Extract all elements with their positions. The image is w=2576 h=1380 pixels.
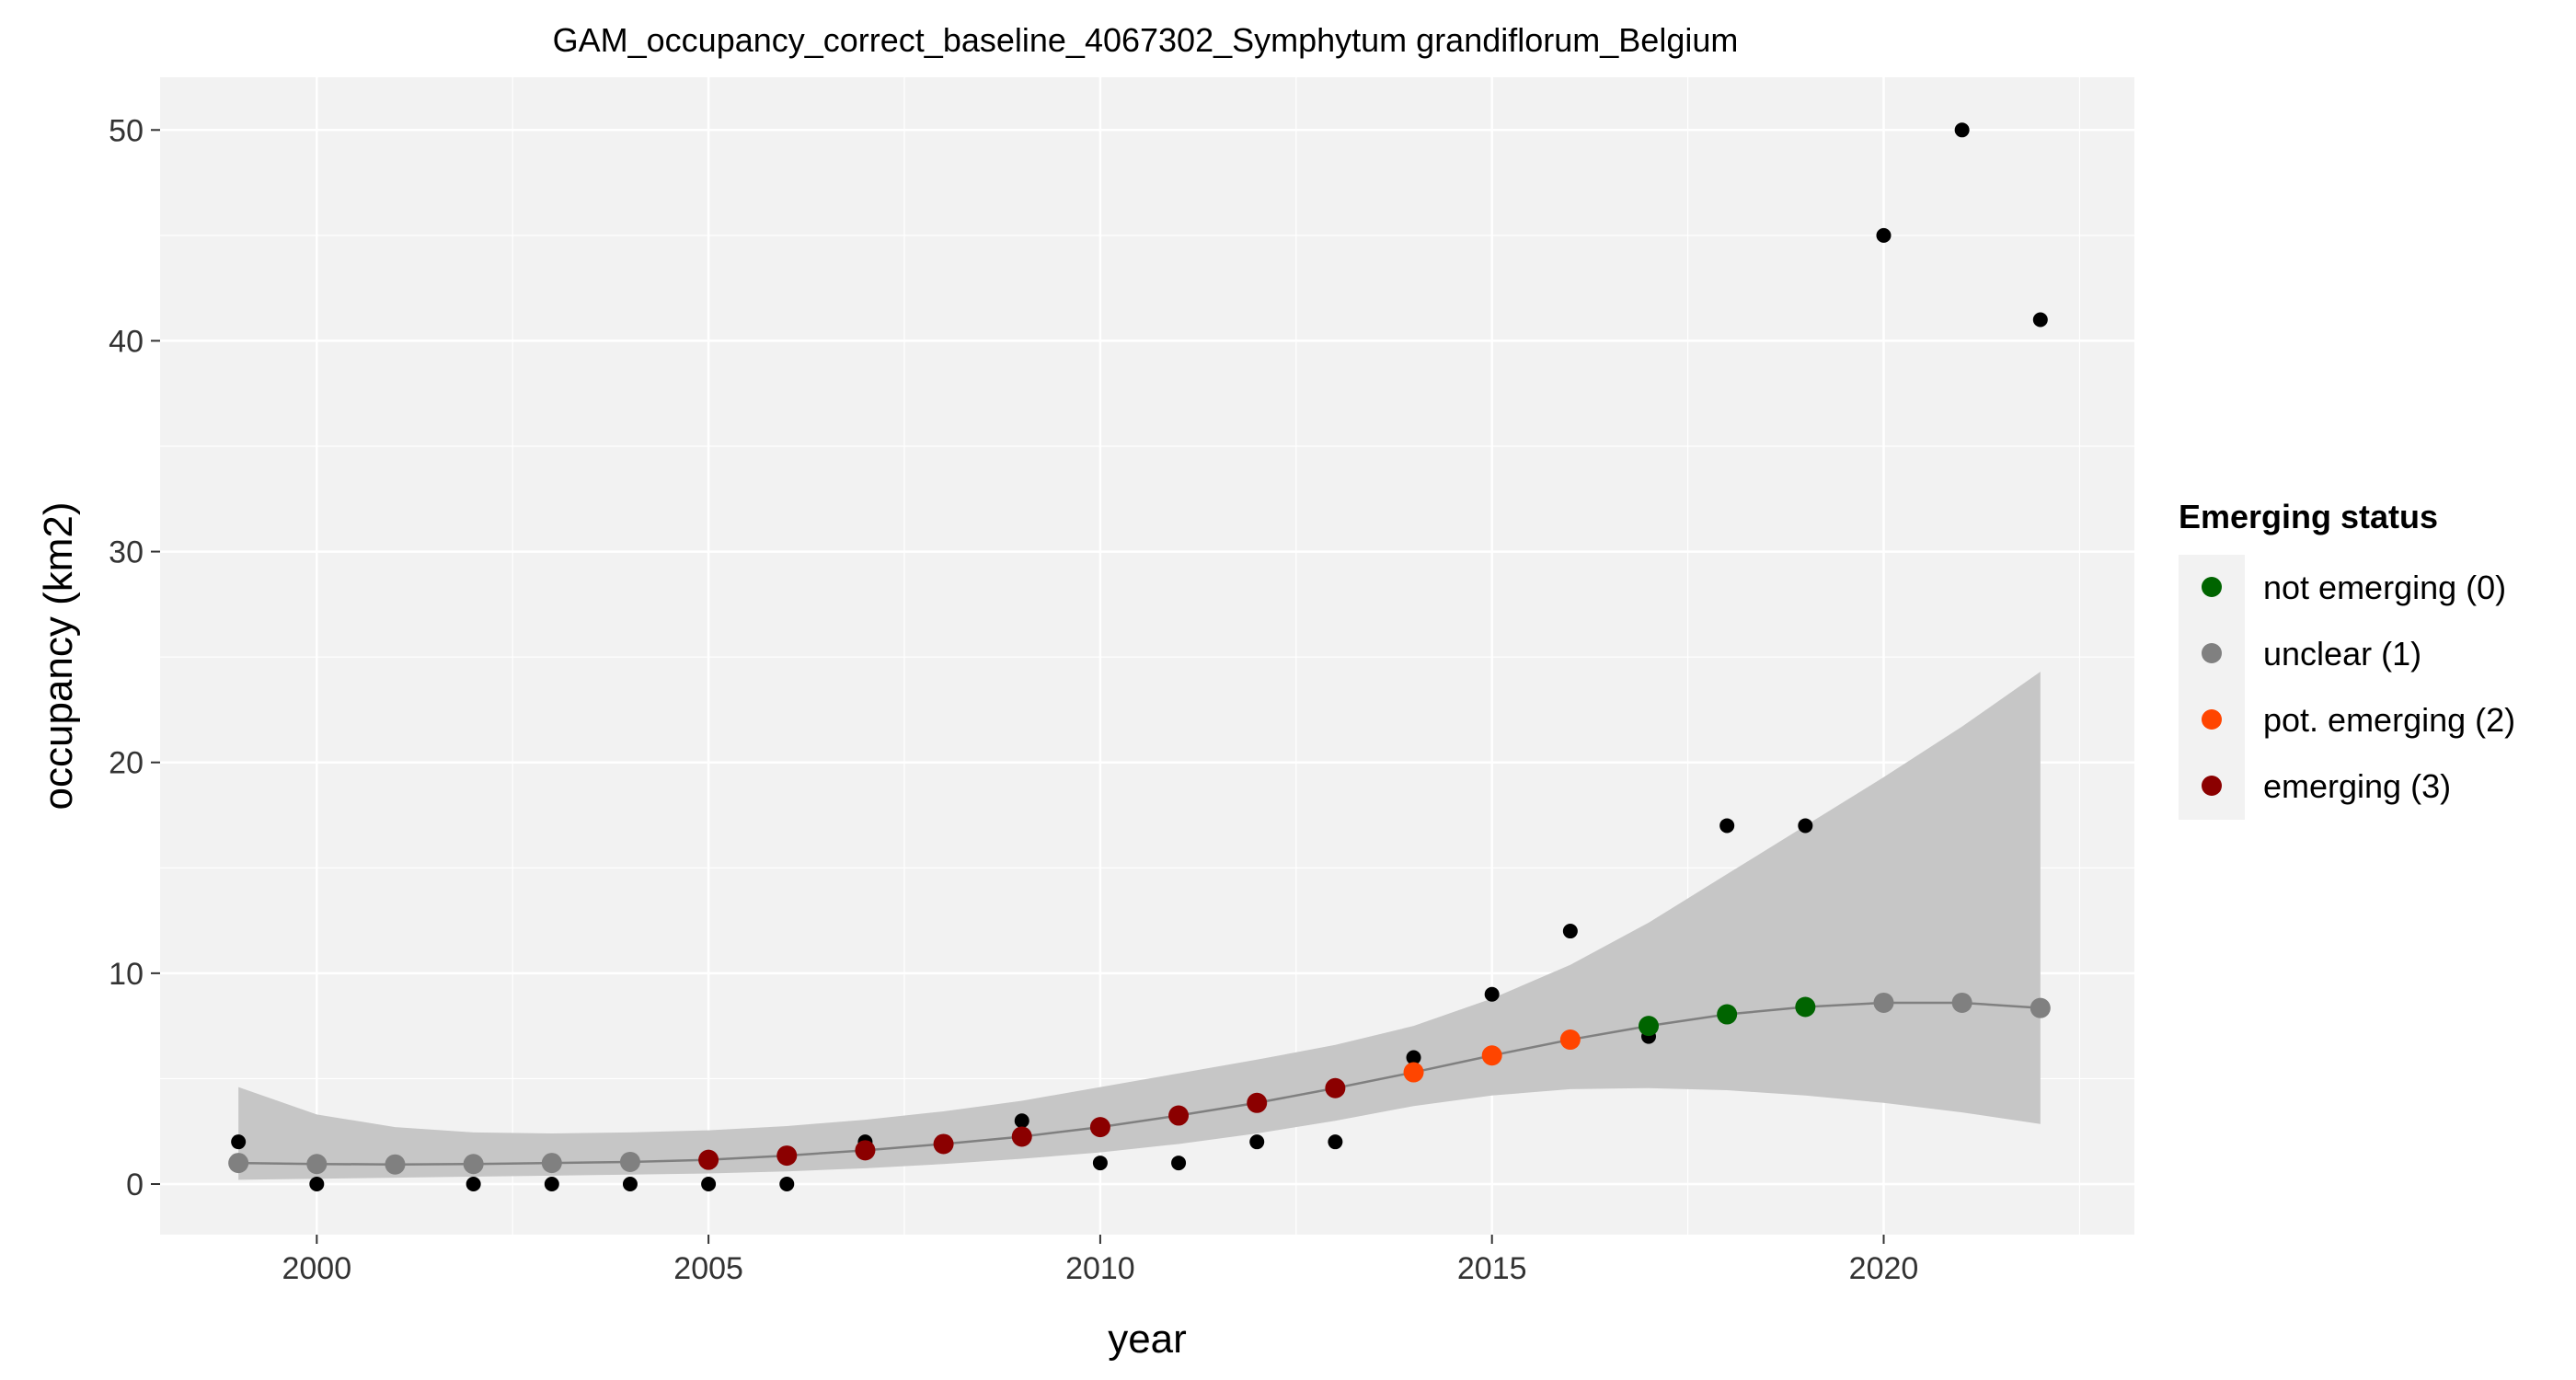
legend-items: not emerging (0) unclear (1) pot. emerging… [2202, 569, 2515, 805]
observed-point [309, 1177, 325, 1192]
observed-point [466, 1177, 481, 1192]
observed-point [1328, 1134, 1343, 1150]
fitted-point [463, 1154, 484, 1175]
fitted-point [1011, 1126, 1032, 1147]
x-tick-label: 2020 [1849, 1251, 1919, 1286]
legend: Emerging status not emerging (0) unclear … [2179, 498, 2515, 820]
observed-point [622, 1177, 638, 1192]
fitted-point [855, 1140, 876, 1161]
fitted-point [776, 1145, 798, 1167]
observed-point [1798, 818, 1813, 834]
observed-point [1954, 122, 1970, 138]
y-axis-title: occupancy (km2) [36, 501, 81, 810]
observed-point [1249, 1134, 1265, 1150]
fitted-point [541, 1153, 562, 1174]
fitted-point [1403, 1062, 1424, 1083]
fitted-point [619, 1151, 640, 1172]
observed-point [1484, 986, 1500, 1002]
x-tick-label: 2000 [282, 1251, 351, 1286]
y-tick-label: 40 [109, 324, 144, 359]
y-axis: 0 10 20 30 40 50 [109, 113, 160, 1202]
x-axis: 2000 2005 2010 2015 2020 [282, 1235, 1918, 1286]
major-gridlines [160, 77, 2134, 1235]
fitted-point [1873, 992, 1894, 1013]
observed-point [1719, 818, 1735, 834]
legend-key [2202, 776, 2222, 796]
y-tick-label: 50 [109, 113, 144, 148]
fitted-point [1325, 1077, 1346, 1098]
y-tick-label: 0 [126, 1167, 144, 1202]
observed-point [2032, 312, 2048, 328]
x-tick-label: 2015 [1457, 1251, 1527, 1286]
fitted-point [306, 1154, 328, 1175]
observed-points [231, 122, 2048, 1192]
y-tick-label: 30 [109, 535, 144, 570]
fitted-point [1247, 1092, 1268, 1113]
fitted-point [933, 1133, 954, 1155]
legend-key [2202, 709, 2222, 730]
fitted-point [1089, 1117, 1110, 1138]
fitted-point [1481, 1045, 1502, 1066]
observed-point [1171, 1156, 1187, 1171]
fitted-point [1559, 1029, 1581, 1051]
fitted-point [1795, 996, 1816, 1018]
gam-fit-line [238, 1001, 2041, 1166]
x-tick-label: 2005 [673, 1251, 743, 1286]
fitted-point [1168, 1105, 1190, 1126]
observed-point [1014, 1113, 1029, 1129]
legend-label: unclear (1) [2263, 635, 2421, 673]
observed-point [1876, 227, 1892, 243]
legend-key [2202, 577, 2222, 597]
legend-key [2202, 643, 2222, 663]
fitted-points [228, 992, 2051, 1175]
fitted-point [2030, 997, 2051, 1018]
fitted-point [1951, 992, 1972, 1013]
legend-label: emerging (3) [2263, 767, 2451, 805]
observed-point [779, 1177, 795, 1192]
fitted-point [228, 1153, 249, 1174]
legend-label: not emerging (0) [2263, 569, 2506, 606]
fitted-point [698, 1149, 719, 1170]
fitted-point [1639, 1016, 1660, 1037]
x-axis-title: year [1108, 1317, 1187, 1362]
observed-point [231, 1134, 247, 1150]
fitted-point [1717, 1004, 1738, 1025]
chart-title: GAM_occupancy_correct_baseline_4067302_S… [553, 21, 1739, 59]
observed-point [1406, 1050, 1421, 1065]
x-tick-label: 2010 [1065, 1251, 1135, 1286]
legend-label: pot. emerging (2) [2263, 701, 2515, 739]
observed-point [544, 1177, 559, 1192]
confidence-ribbon [238, 672, 2041, 1180]
y-tick-label: 20 [109, 746, 144, 781]
fitted-point [385, 1154, 406, 1175]
legend-title: Emerging status [2179, 498, 2438, 535]
observed-point [701, 1177, 717, 1192]
observed-point [1562, 924, 1578, 939]
observed-point [1092, 1156, 1108, 1171]
y-tick-label: 10 [109, 957, 144, 992]
